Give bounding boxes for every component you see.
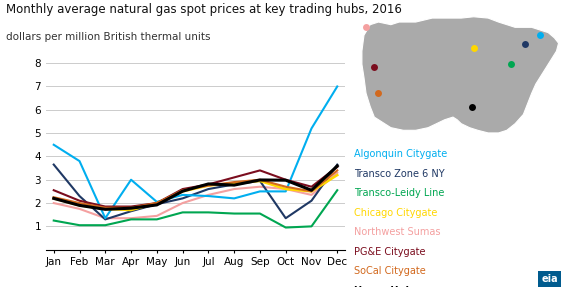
Text: Chicago Citygate: Chicago Citygate bbox=[354, 208, 437, 218]
Text: Transco Zone 6 NY: Transco Zone 6 NY bbox=[354, 169, 444, 179]
Text: dollars per million British thermal units: dollars per million British thermal unit… bbox=[6, 32, 210, 42]
Text: PG&E Citygate: PG&E Citygate bbox=[354, 247, 425, 257]
Text: Transco-Leidy Line: Transco-Leidy Line bbox=[354, 188, 444, 198]
Text: Algonquin Citygate: Algonquin Citygate bbox=[354, 149, 447, 159]
Text: SoCal Citygate: SoCal Citygate bbox=[354, 266, 426, 276]
Text: eia: eia bbox=[541, 274, 558, 284]
Text: Monthly average natural gas spot prices at key trading hubs, 2016: Monthly average natural gas spot prices … bbox=[6, 3, 401, 16]
Text: Henry Hub: Henry Hub bbox=[354, 286, 412, 287]
Text: Northwest Sumas: Northwest Sumas bbox=[354, 227, 440, 237]
Polygon shape bbox=[362, 17, 558, 133]
